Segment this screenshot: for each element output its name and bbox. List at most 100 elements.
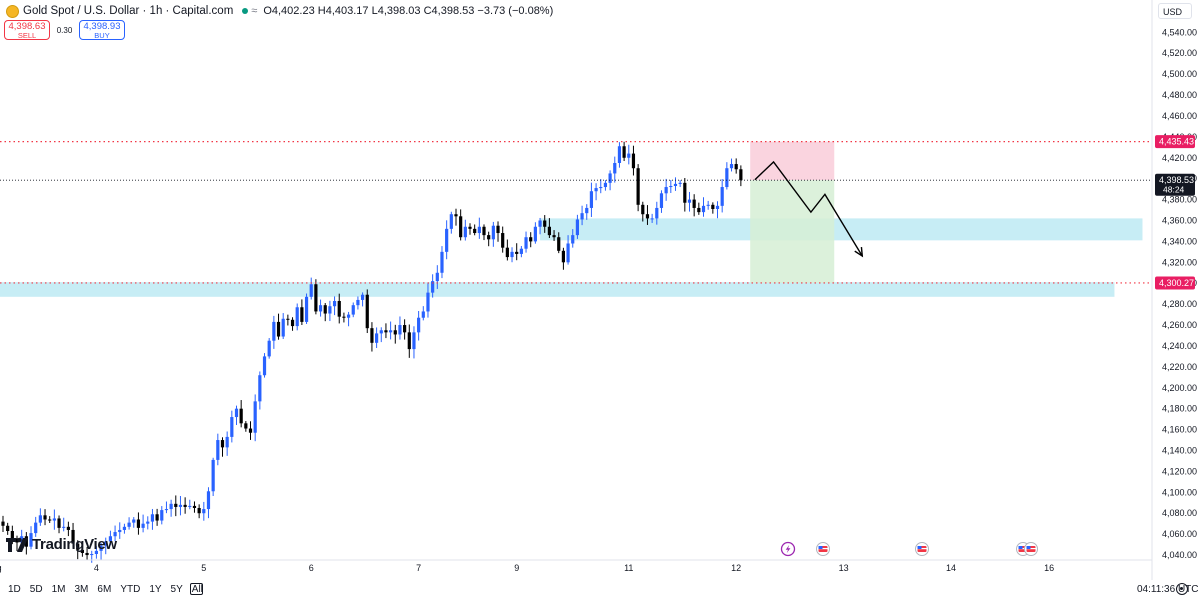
candle-body	[202, 509, 206, 514]
gear-icon[interactable]	[1176, 583, 1188, 595]
candle-body	[529, 237, 533, 242]
candle-body	[389, 330, 393, 333]
us-event-flag-icon[interactable]	[1024, 542, 1038, 556]
time-tick-label: 14	[946, 563, 956, 573]
short-position-tool[interactable]	[750, 141, 835, 283]
candle-body	[641, 204, 645, 215]
price-badge-label: 4,300.27	[1159, 278, 1194, 288]
range-1y[interactable]: 1Y	[149, 584, 162, 595]
range-5d[interactable]: 5D	[29, 584, 43, 595]
candle-body	[449, 214, 453, 229]
range-1m[interactable]: 1M	[51, 584, 66, 595]
price-badge-label: 4,398.53	[1159, 175, 1194, 185]
candle	[412, 326, 416, 359]
time-axis[interactable]: Aug 4 5 6 7 9 11 12 13 14 16	[0, 559, 1152, 573]
candle-body	[351, 305, 355, 315]
candle	[132, 517, 136, 528]
resistance-price-badge[interactable]: 4,435.43	[1155, 135, 1195, 149]
symbol-title[interactable]: Gold Spot / U.S. Dollar · 1h · Capital.c…	[23, 5, 234, 17]
candle	[360, 292, 365, 307]
candle	[678, 180, 682, 188]
candle	[253, 394, 257, 442]
utc-clock[interactable]: 04:11:36 UTC	[1137, 584, 1199, 595]
candle-body	[276, 321, 281, 337]
projection-line[interactable]	[754, 160, 863, 257]
calendar-icon[interactable]	[190, 583, 203, 595]
candle	[533, 222, 537, 244]
flag-canton	[917, 546, 922, 549]
candle-body	[687, 199, 692, 203]
candle	[146, 516, 150, 530]
lower-demand-zone[interactable]	[0, 282, 1115, 297]
candle-body	[85, 552, 89, 556]
candle	[220, 437, 225, 457]
range-5y[interactable]: 5Y	[170, 584, 183, 595]
candle-body	[248, 428, 253, 433]
range-1d[interactable]: 1D	[8, 584, 21, 595]
candle-body	[482, 226, 486, 236]
candle	[496, 221, 500, 242]
candle-body	[435, 272, 439, 282]
range-3m[interactable]: 3M	[74, 584, 89, 595]
candle	[407, 324, 411, 358]
candle-body	[328, 306, 332, 314]
candle-body	[384, 330, 388, 333]
candle-body	[57, 518, 61, 528]
price-tick-label: 4,520.00	[1162, 48, 1197, 58]
range-6m[interactable]: 6M	[97, 584, 112, 595]
lightning-event-icon[interactable]	[780, 541, 796, 557]
candle-body	[127, 522, 131, 527]
candle-body	[318, 305, 323, 312]
candle-body	[711, 204, 715, 209]
candle-body	[538, 220, 542, 227]
candle	[127, 517, 131, 530]
candle-body	[543, 220, 547, 227]
projection-path[interactable]	[754, 160, 864, 258]
candle-body	[52, 518, 56, 521]
candle	[216, 433, 220, 466]
candle-body	[561, 250, 565, 263]
price-badge	[1155, 173, 1195, 196]
stop-loss-area[interactable]	[750, 141, 835, 181]
candle-body	[678, 182, 682, 184]
candle-body	[267, 340, 271, 357]
candle	[290, 317, 295, 331]
us-event-flag-icon[interactable]	[915, 542, 929, 556]
countdown-label: 48:24	[1163, 185, 1185, 195]
candle	[108, 530, 113, 546]
high-value: H4,403.17	[317, 5, 369, 17]
price-axis[interactable]: 4,040.00 4,060.00 4,080.00 4,100.00 4,120.00…	[1151, 0, 1197, 580]
candle-body	[552, 235, 556, 238]
candle	[104, 537, 108, 555]
time-tick-label: 4	[94, 563, 99, 573]
candle-body	[34, 522, 38, 534]
candle	[515, 243, 519, 261]
candle-body	[332, 300, 337, 307]
sell-button[interactable]: 4,398.63 SELL	[4, 20, 50, 40]
lightning-icon	[785, 545, 791, 553]
price-tick-label: 4,060.00	[1162, 529, 1197, 539]
candle-body	[337, 300, 341, 317]
candle	[90, 550, 94, 563]
range-ytd[interactable]: YTD	[120, 584, 141, 595]
buy-button[interactable]: 4,398.93 BUY	[79, 20, 125, 40]
candle-body	[599, 187, 603, 189]
us-event-flag-icon[interactable]	[816, 542, 830, 556]
range-all[interactable]: All	[191, 584, 203, 595]
candle	[183, 497, 187, 514]
candle-body	[557, 237, 561, 251]
candle	[332, 296, 337, 316]
candle	[314, 279, 318, 315]
candle	[188, 499, 192, 510]
support-price-badge[interactable]: 4,300.27	[1155, 276, 1195, 290]
take-profit-area[interactable]	[750, 180, 835, 283]
candle-body	[524, 237, 528, 249]
currency-selector[interactable]: USD	[1158, 3, 1192, 19]
upper-supply-zone[interactable]	[540, 218, 1143, 241]
candle-body	[29, 533, 33, 547]
candle-body	[206, 491, 211, 510]
time-tick-label: 7	[416, 563, 421, 573]
events-layer[interactable]	[780, 541, 1038, 557]
